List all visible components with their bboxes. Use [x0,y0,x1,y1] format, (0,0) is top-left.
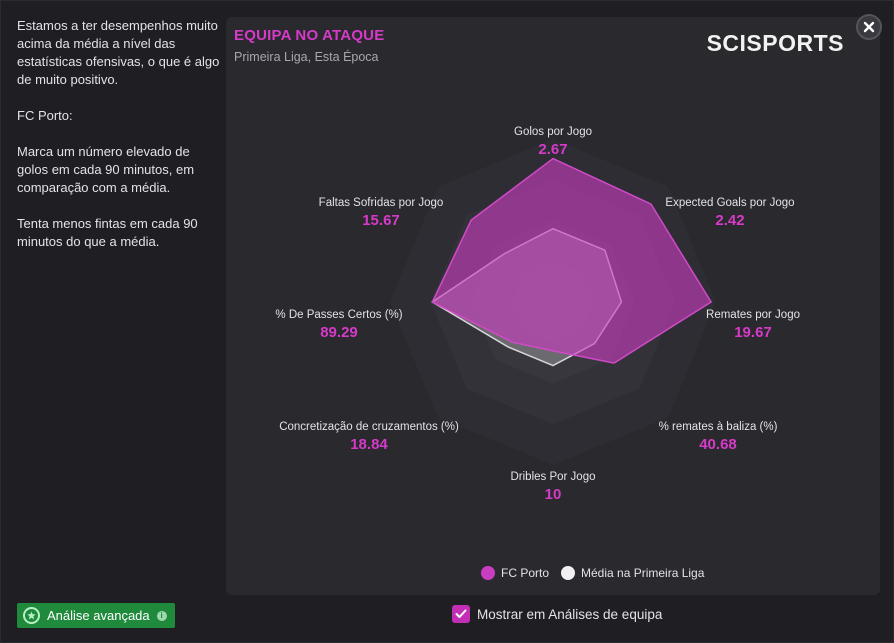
axis-label: Concretização de cruzamentos (%) [279,421,459,433]
legend-swatch-league [561,566,576,580]
axis-label: Expected Goals por Jogo [665,197,794,209]
summary-team-heading: FC Porto: [17,108,73,123]
axis-value: 2.67 [538,141,567,158]
axis-label: Dribles Por Jogo [510,471,595,483]
summary-paragraph: Marca um número elevado de golos em cada… [17,144,195,195]
legend-item-team: FC Porto [481,566,549,580]
show-in-team-analysis: Mostrar em Análises de equipa [452,604,662,624]
checkmark-icon [455,609,467,618]
axis-value: 2.42 [715,212,744,229]
legend-label-league: Média na Primeira Liga [581,566,705,580]
chart-legend: FC Porto Média na Primeira Liga [481,565,716,581]
close-button[interactable] [856,14,882,40]
advanced-analysis-label: Análise avançada [47,608,150,623]
panel-subtitle: Primeira Liga, Esta Época [234,50,379,64]
star-icon [23,607,40,624]
axis-value: 40.68 [699,436,737,453]
axis-label: % De Passes Certos (%) [275,309,402,321]
axis-value: 10 [545,486,562,503]
axis-label: Remates por Jogo [706,309,800,321]
panel-title: EQUIPA NO ATAQUE [234,27,385,44]
axis-value: 18.84 [350,436,388,453]
axis-value: 19.67 [734,324,772,341]
team-polygon [431,157,713,364]
axis-value: 89.29 [320,324,358,341]
legend-item-league: Média na Primeira Liga [561,566,704,580]
show-in-team-analysis-label: Mostrar em Análises de equipa [477,606,663,622]
brand-logo: SCISPORTS [706,30,844,56]
axis-label: Faltas Sofridas por Jogo [319,197,444,209]
radar-chart: Golos por Jogo 2.67 Expected Goals por Jog… [275,126,800,503]
info-icon[interactable]: i [156,610,167,621]
legend-swatch-team [481,566,495,580]
legend-label-team: FC Porto [501,566,550,580]
advanced-analysis-button[interactable]: Análise avançada i [17,603,175,628]
axis-value: 15.67 [362,212,400,229]
summary-paragraph: Estamos a ter desempenhos muito acima da… [17,18,220,87]
analysis-summary: Estamos a ter desempenhos muito acima da… [17,17,222,269]
close-icon [863,21,875,33]
summary-paragraph: Tenta menos fintas em cada 90 minutos do… [17,216,198,249]
axis-label: Golos por Jogo [514,126,592,138]
axis-label: % remates à baliza (%) [659,421,778,433]
show-in-team-analysis-checkbox[interactable] [452,605,470,623]
